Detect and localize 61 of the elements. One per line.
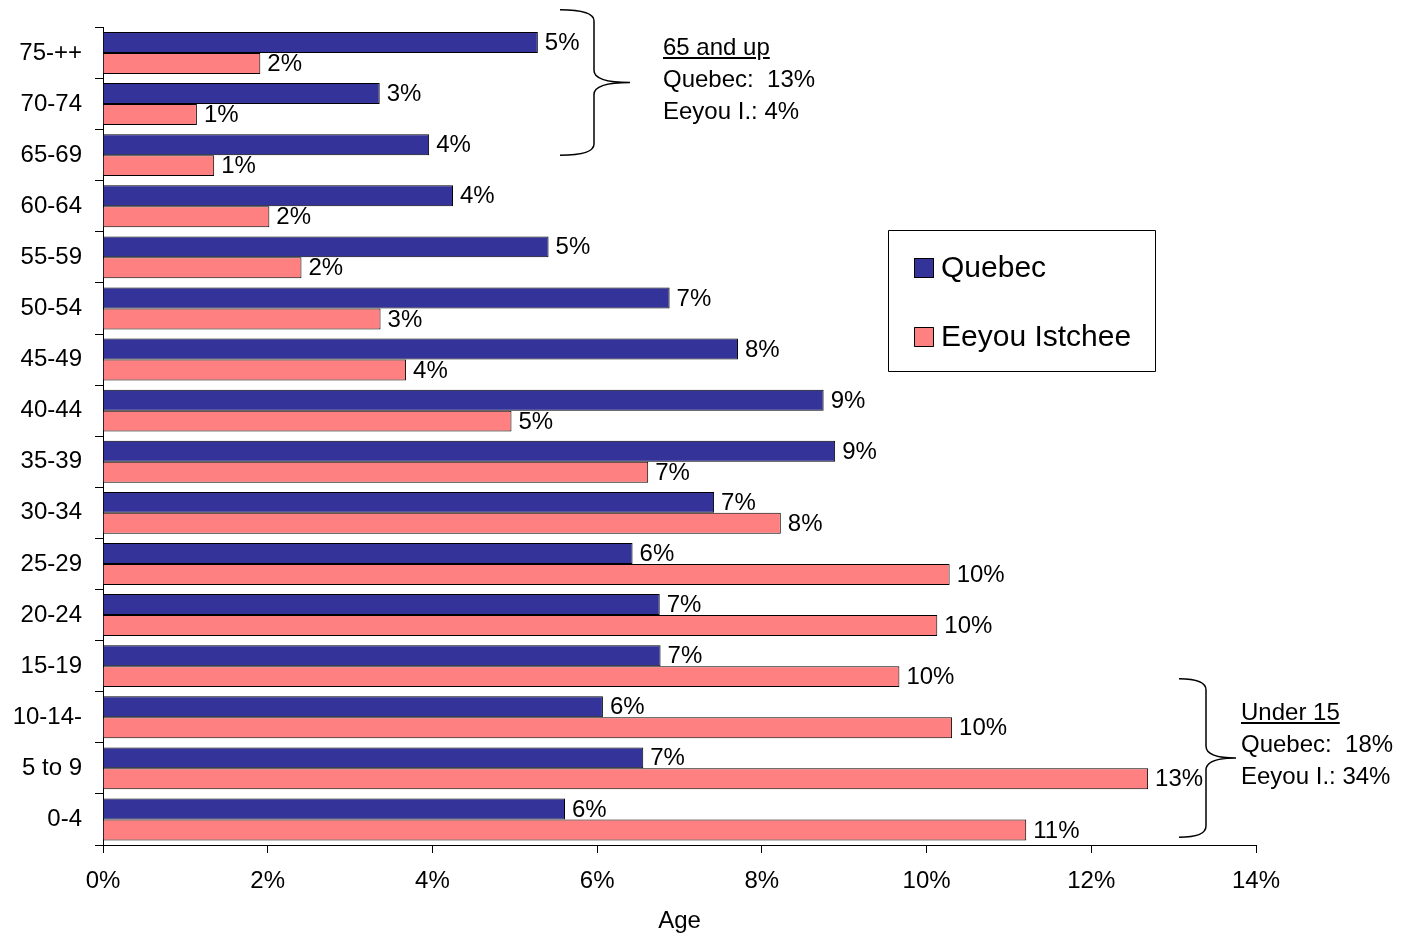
- y-tick-label: 20-24: [20, 599, 82, 627]
- y-tick-label: 70-74: [20, 88, 82, 116]
- x-tick-label: 0%: [85, 866, 121, 894]
- x-tick-label: 6%: [579, 866, 615, 894]
- y-tick-label: 25-29: [20, 548, 82, 576]
- data-label: 6%: [639, 539, 675, 567]
- data-label: 2%: [308, 253, 344, 281]
- data-label: 8%: [787, 508, 823, 536]
- y-tick-label: 60-64: [20, 190, 82, 218]
- y-tick-label: 0-4: [47, 804, 82, 832]
- legend-label: Quebec: [941, 250, 1047, 284]
- data-label: 7%: [667, 641, 703, 669]
- data-label: 4%: [436, 130, 471, 158]
- data-label: 3%: [387, 304, 423, 332]
- data-label: 1%: [203, 100, 239, 128]
- data-label: 13%: [1155, 764, 1204, 792]
- y-tick-label: 45-49: [20, 344, 82, 372]
- data-label: 7%: [650, 743, 685, 771]
- x-tick-label: 4%: [415, 866, 450, 894]
- data-label: 6%: [572, 794, 607, 822]
- data-label: 10%: [959, 713, 1008, 741]
- data-label: 5%: [544, 28, 580, 56]
- y-tick-label: 75-++: [19, 37, 82, 65]
- x-tick-label: 12%: [1067, 866, 1116, 894]
- data-label: 7%: [666, 590, 702, 618]
- y-tick-label: 35-39: [20, 446, 82, 474]
- legend-label: Eeyou Istchee: [941, 319, 1132, 353]
- y-tick-label: 5 to 9: [21, 752, 82, 780]
- x-tick-label: 10%: [902, 866, 951, 894]
- data-label: 1%: [221, 151, 256, 179]
- data-label: 10%: [956, 560, 1005, 588]
- data-label: 10%: [944, 611, 993, 639]
- data-label: 7%: [721, 488, 756, 515]
- y-tick-label: 10-14-: [12, 701, 82, 729]
- data-label: 3%: [386, 79, 422, 107]
- data-label: 10%: [906, 662, 955, 690]
- data-label: 8%: [744, 334, 780, 362]
- data-label: 2%: [267, 49, 302, 77]
- x-tick-label: 2%: [250, 866, 286, 894]
- data-label: 4%: [460, 181, 495, 209]
- data-label: 7%: [655, 457, 690, 485]
- data-label: 11%: [1033, 815, 1080, 843]
- data-label: 7%: [676, 283, 712, 311]
- data-label: 4%: [413, 355, 448, 383]
- annotation: 65 and up Quebec: 13% Eeyou I.: 4%: [663, 33, 816, 124]
- x-tick-label: 14%: [1231, 866, 1281, 894]
- data-label: 6%: [609, 692, 645, 720]
- y-tick-label: 50-54: [20, 293, 82, 321]
- y-tick-label: 15-19: [20, 650, 82, 678]
- y-tick-label: 40-44: [20, 395, 82, 423]
- data-label: 9%: [842, 436, 877, 464]
- data-label: 5%: [555, 232, 591, 260]
- y-tick-label: 55-59: [20, 241, 82, 269]
- x-axis-title: Age: [658, 906, 701, 934]
- data-label: 9%: [830, 385, 866, 413]
- y-tick-label: 30-34: [20, 497, 82, 525]
- data-label: 5%: [518, 406, 554, 434]
- y-tick-label: 65-69: [20, 139, 82, 167]
- annotation: Under 15 Quebec: 18% Eeyou I.: 34%: [1241, 698, 1394, 789]
- data-label: 2%: [276, 202, 312, 230]
- x-tick-label: 8%: [744, 866, 780, 894]
